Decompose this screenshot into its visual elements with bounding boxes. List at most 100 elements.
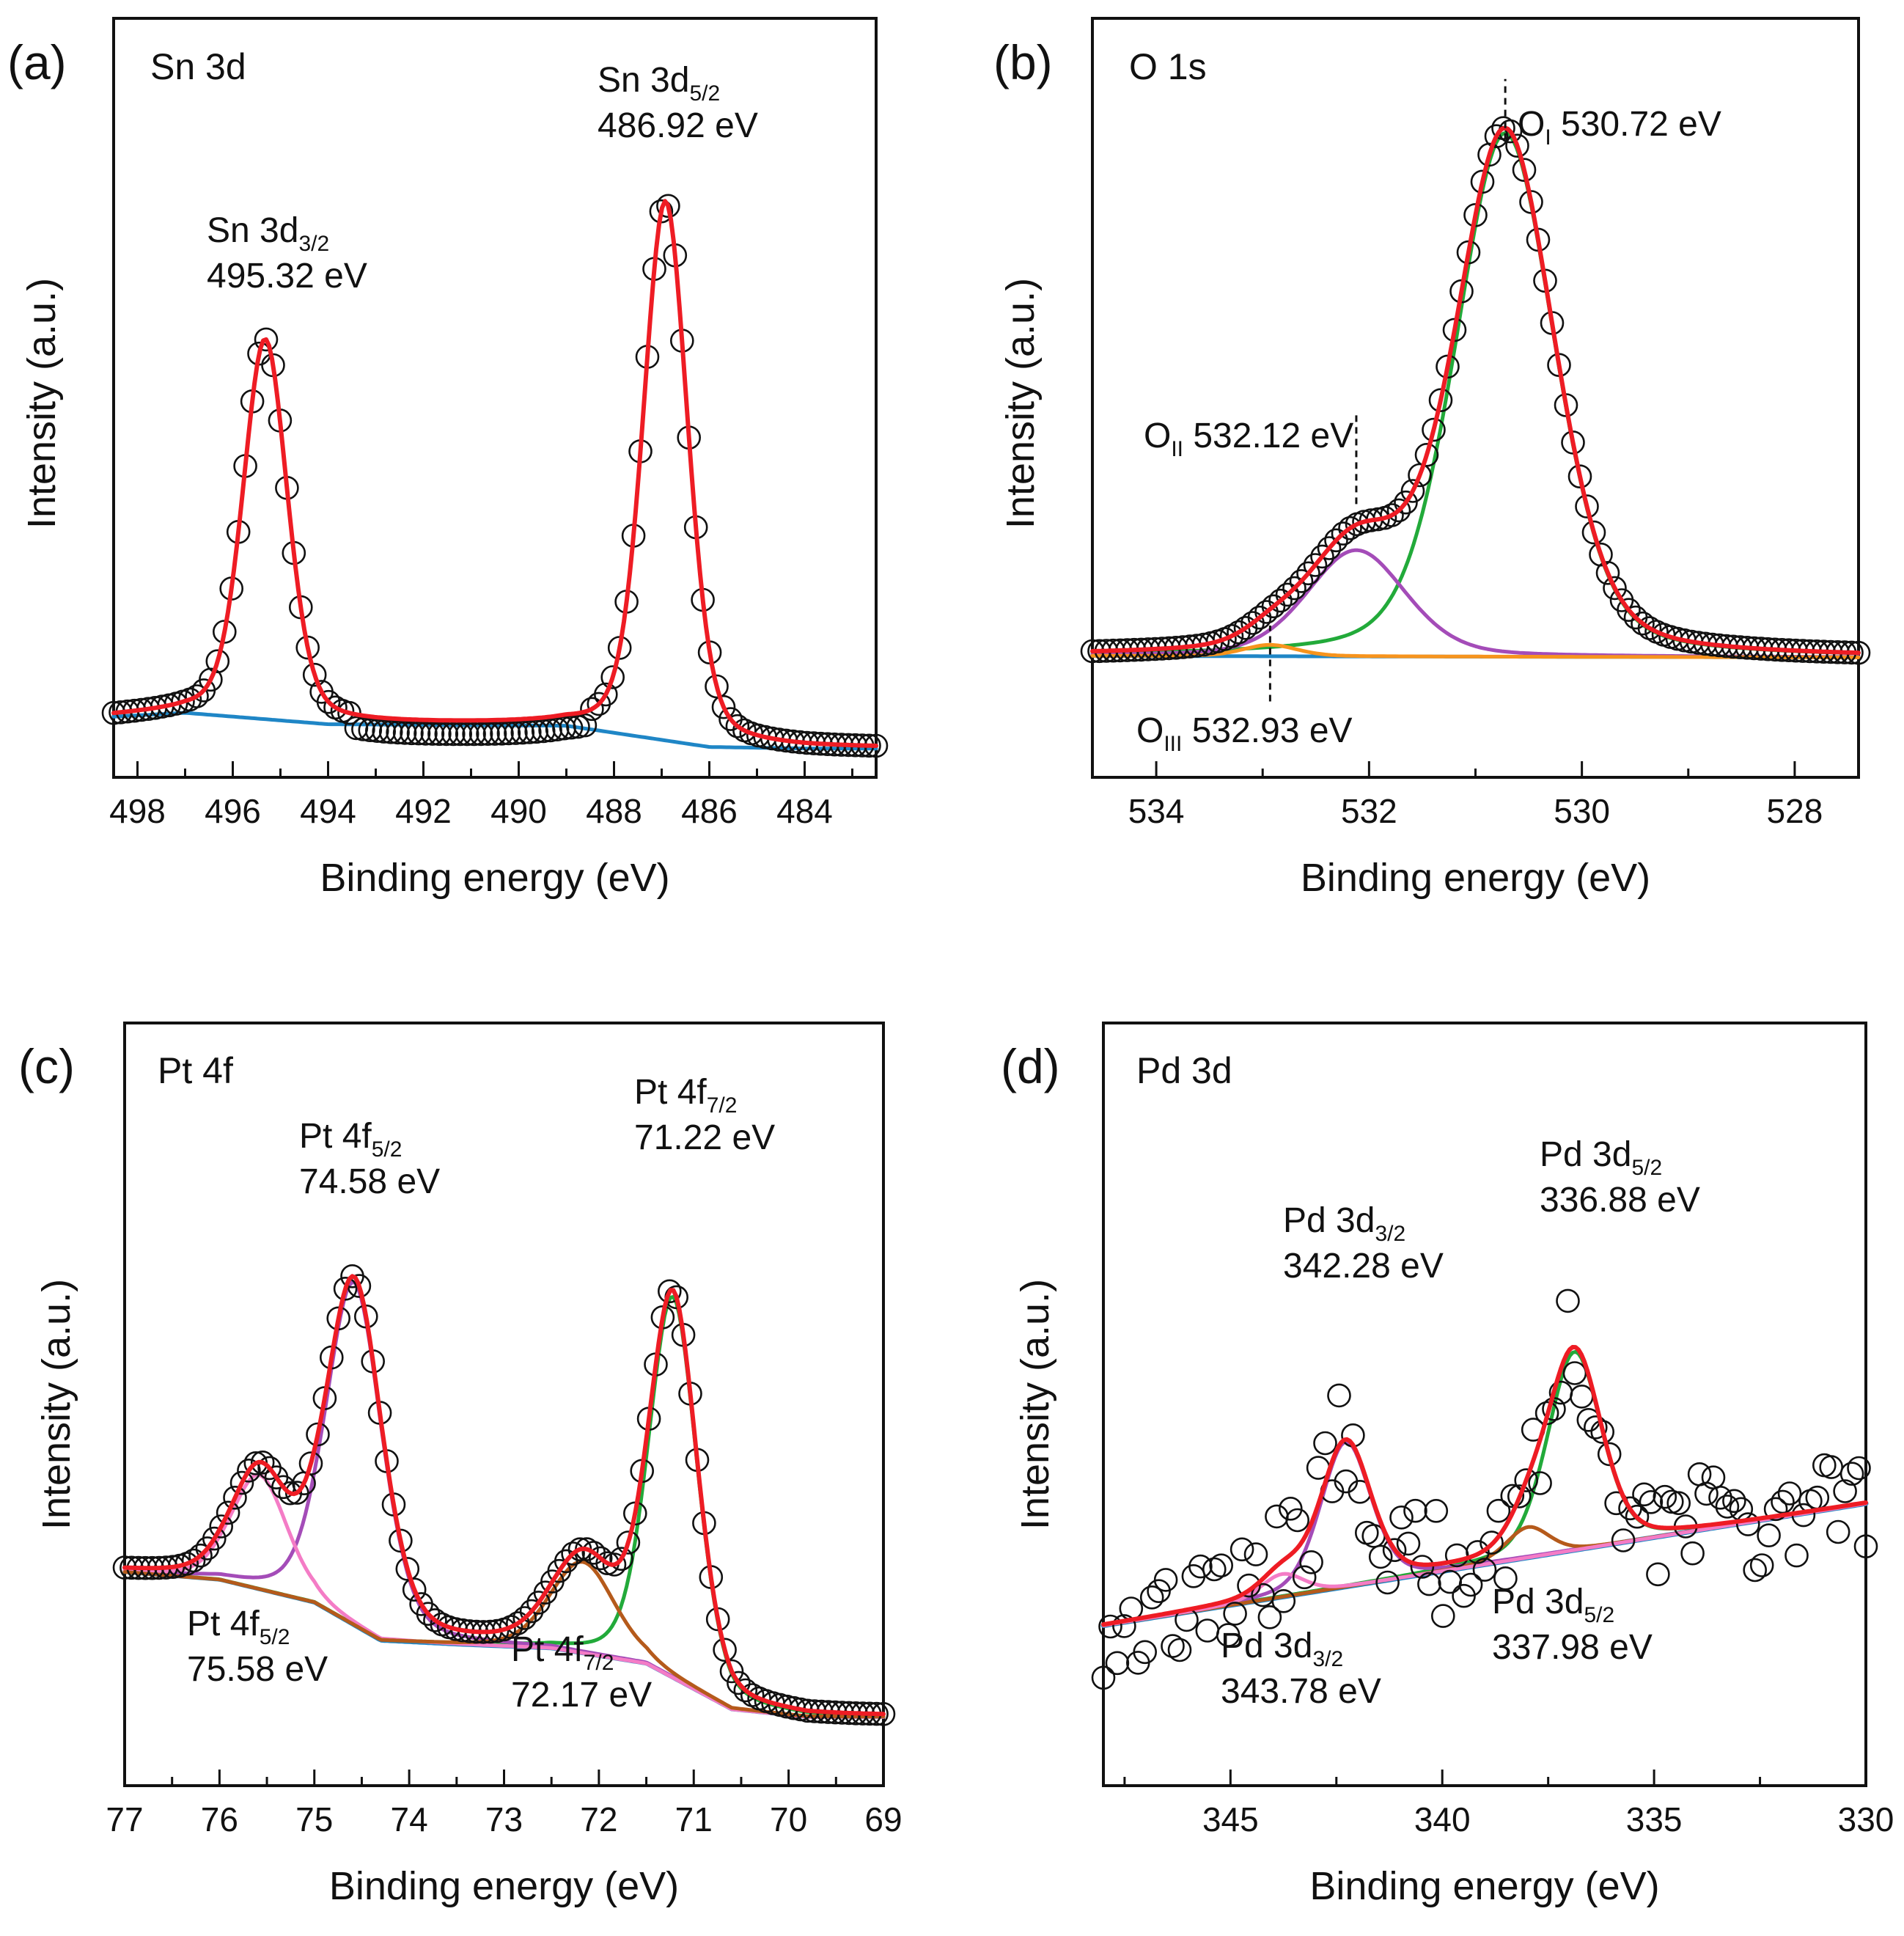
peak-annotation-value: 342.28 eV <box>1283 1247 1444 1286</box>
raw-data-point <box>1722 1489 1746 1514</box>
raw-data-point <box>512 1606 537 1630</box>
raw-data-point <box>1472 1558 1497 1582</box>
raw-data-point <box>1562 1361 1587 1385</box>
raw-data-point <box>1237 1573 1261 1598</box>
raw-data-point <box>448 722 473 747</box>
raw-data-point <box>1299 1550 1323 1574</box>
raw-data-point <box>593 682 618 707</box>
raw-data-point <box>609 1547 633 1571</box>
raw-data-point <box>316 689 341 714</box>
x-tick-label: 75 <box>295 1800 333 1838</box>
raw-data-point <box>1279 1497 1303 1521</box>
raw-data-point <box>725 714 750 738</box>
raw-data-point <box>1229 1537 1254 1562</box>
raw-data-point <box>600 665 625 689</box>
raw-data-point <box>302 662 327 687</box>
panel-a: 498 496 494 492 490 488 486 484 Binding energy (… <box>7 17 889 900</box>
raw-data-point <box>1646 1562 1670 1587</box>
raw-data-point <box>1749 1553 1774 1577</box>
raw-data-point <box>1575 494 1599 518</box>
x-tick-label: 71 <box>675 1800 713 1838</box>
raw-data-point <box>250 1451 275 1475</box>
raw-data-point <box>1317 536 1342 560</box>
raw-data-point <box>1331 521 1356 546</box>
raw-data-point <box>1396 1531 1421 1556</box>
x-tick-label: 72 <box>580 1800 617 1838</box>
raw-data-point <box>1597 1442 1622 1467</box>
raw-data-point <box>1567 464 1592 489</box>
raw-data-point <box>389 1528 413 1553</box>
x-tick-label: 486 <box>681 792 738 830</box>
raw-data-point <box>223 1486 247 1510</box>
raw-data-point <box>580 697 604 722</box>
raw-data-point <box>254 327 279 352</box>
raw-data-point <box>573 713 598 738</box>
raw-data-point <box>1394 490 1418 515</box>
peak-annotation: Pd 3d5/2 <box>1540 1135 1662 1180</box>
envelope-fit-curve <box>1101 1345 1868 1627</box>
panel-d: 345 340 335 330 Binding energy (eV) Intensity… <box>1001 1022 1894 1908</box>
raw-data-point <box>402 1577 427 1602</box>
raw-data-point <box>358 718 383 743</box>
raw-data-point <box>1826 1519 1850 1544</box>
raw-data-point <box>1631 611 1655 636</box>
panel-title: Pt 4f <box>158 1050 233 1091</box>
raw-data-point <box>1188 1554 1213 1579</box>
raw-data-point <box>1653 1484 1677 1509</box>
x-tick-label: 492 <box>395 792 452 830</box>
raw-data-point <box>713 1638 737 1662</box>
x-tick-label: 494 <box>300 792 356 830</box>
raw-data-point <box>1216 1623 1240 1647</box>
x-tick-label: 532 <box>1341 792 1397 830</box>
envelope-fit-curve <box>122 1274 886 1717</box>
raw-data-point <box>1500 1484 1525 1508</box>
raw-data-point <box>1581 520 1606 545</box>
raw-data-point <box>364 719 389 744</box>
peak-annotation-value: 495.32 eV <box>207 257 367 296</box>
panel-title: Sn 3d <box>150 46 246 87</box>
raw-data-point <box>1839 1462 1864 1486</box>
raw-data-point <box>1853 1534 1878 1558</box>
raw-data-point <box>1493 1566 1518 1591</box>
raw-data-point <box>1243 1542 1268 1566</box>
raw-data-point <box>510 720 535 745</box>
raw-data-point <box>1161 1634 1185 1658</box>
raw-data-point <box>1708 1486 1732 1510</box>
raw-data-point <box>1275 582 1300 607</box>
plot-frame <box>1091 17 1860 779</box>
raw-data-point <box>1091 1665 1116 1690</box>
raw-data-point <box>1257 1605 1282 1629</box>
raw-data-point <box>602 1552 627 1577</box>
raw-data-point <box>1313 1431 1337 1456</box>
raw-data-point <box>298 1451 323 1475</box>
raw-data-point <box>1271 1589 1296 1613</box>
x-tick-label: 70 <box>770 1800 807 1838</box>
y-axis-label: Intensity (a.u.) <box>20 278 64 529</box>
raw-data-point <box>1400 479 1425 503</box>
y-axis-label: Intensity (a.u.) <box>999 278 1043 529</box>
raw-data-point <box>237 1459 261 1483</box>
x-tick-label: 73 <box>485 1800 523 1838</box>
raw-data-point <box>1431 1604 1455 1628</box>
raw-data-point <box>711 694 736 719</box>
component-curve <box>122 1560 886 1719</box>
raw-data-point <box>1784 1543 1809 1568</box>
raw-data-point <box>1507 1484 1532 1508</box>
x-tick-label: 498 <box>109 792 166 830</box>
raw-data-point <box>733 1678 758 1703</box>
peak-annotation-value: 75.58 eV <box>187 1650 328 1689</box>
raw-data-point <box>1098 1614 1122 1639</box>
x-tick-label: 335 <box>1626 1800 1683 1838</box>
raw-data-point <box>1209 1553 1233 1577</box>
raw-data-point <box>1514 1468 1538 1492</box>
panel-title: Pd 3d <box>1136 1050 1232 1091</box>
x-tick-label: 345 <box>1202 1800 1259 1838</box>
raw-data-point <box>1680 1541 1705 1566</box>
x-tick-label: 484 <box>776 792 833 830</box>
peak-annotation: Pt 4f7/2 <box>634 1073 737 1118</box>
raw-data-point <box>1715 1495 1740 1519</box>
raw-data-point <box>1382 1538 1407 1562</box>
raw-data-point <box>420 722 445 746</box>
raw-data-point <box>1833 1479 1857 1503</box>
raw-data-point <box>1639 1490 1664 1514</box>
